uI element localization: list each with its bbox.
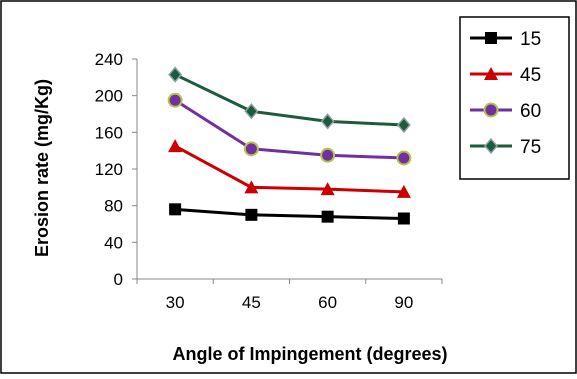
series-45-point — [168, 139, 183, 153]
legend-label-15: 15 — [520, 29, 541, 50]
x-tick-label: 45 — [242, 293, 261, 312]
legend-marker-75 — [484, 137, 498, 155]
x-tick-label: 90 — [394, 293, 413, 312]
series-45-point — [244, 180, 259, 194]
x-tick-label: 30 — [166, 293, 185, 312]
series-75-point — [396, 116, 411, 134]
series-75-point — [168, 66, 183, 83]
series-15-point — [169, 203, 182, 216]
series-75-line — [174, 73, 404, 127]
y-tick-label: 120 — [95, 160, 123, 179]
legend-box — [459, 16, 570, 180]
legend-items: 15 45 60 75 — [470, 29, 541, 158]
series-layer — [167, 66, 412, 225]
y-tick-label: 240 — [95, 50, 123, 69]
series-45-point — [396, 184, 411, 198]
y-tick-label: 200 — [95, 87, 123, 106]
y-axis-label: Erosion rate (mg/Kg) — [32, 79, 52, 257]
legend-label-60: 60 — [520, 101, 541, 122]
legend-marker-15 — [485, 32, 497, 44]
legend-label-45: 45 — [520, 65, 541, 86]
legend-label-75: 75 — [520, 137, 541, 158]
series-60-line — [174, 98, 404, 160]
series-60-point — [320, 147, 336, 163]
legend: 15 45 60 75 — [459, 16, 570, 180]
series-15-point — [397, 212, 410, 225]
series-75-point — [244, 103, 259, 120]
series-15-point — [245, 208, 258, 221]
series-15-line — [175, 207, 404, 220]
y-tick-label: 160 — [95, 123, 123, 142]
series-60-point — [167, 92, 183, 108]
axes: 0 40 80 120 160 200 240 30 45 60 90 — [95, 50, 443, 312]
series-60-point — [396, 150, 412, 166]
y-tick-label: 0 — [114, 270, 123, 289]
legend-marker-45 — [484, 67, 498, 80]
series-45-point — [320, 182, 335, 196]
y-tick-label: 80 — [104, 197, 123, 216]
series-75-point — [320, 113, 335, 130]
series-15-point — [321, 210, 334, 223]
x-tick-label: 60 — [318, 293, 337, 312]
series-60-point — [243, 141, 259, 157]
y-tick-label: 40 — [104, 233, 123, 252]
legend-marker-60 — [483, 102, 499, 118]
series-45-line — [174, 144, 404, 194]
x-axis-label: Angle of Impingement (degrees) — [172, 344, 447, 364]
